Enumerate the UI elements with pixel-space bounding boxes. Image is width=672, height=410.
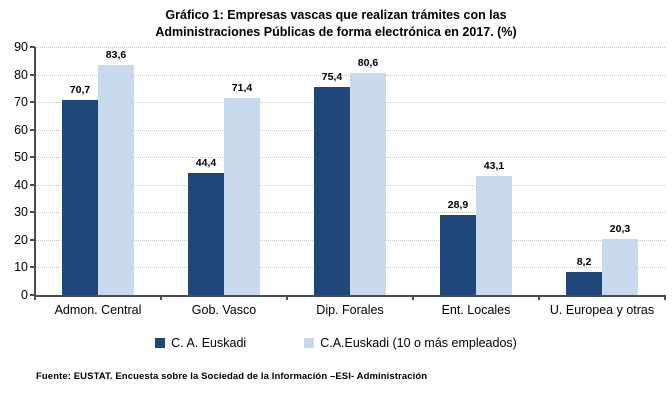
ytick-label-40: 40 [14,177,28,192]
bar-series1-admon-central [62,100,98,295]
ytick-label-30: 30 [14,205,28,220]
ytick-label-0: 0 [21,288,28,302]
legend-swatch-light-blue [304,338,315,348]
legend: C. A. Euskadi C.A.Euskadi (10 o más empl… [0,336,672,350]
bar-series2-u-europea-y-otras [602,239,638,295]
bar-series2-gob-vasco [224,98,260,295]
x-axis-line [34,295,666,297]
bar-value-series2-ent-locales: 43,1 [483,160,505,173]
bar-value-series1-admon-central: 70,7 [69,84,91,97]
xaxis-label-admon-central: Admon. Central [54,303,142,317]
bar-value-series2-gob-vasco: 71,4 [231,82,253,95]
chart-title-line1: Gráfico 1: Empresas vascas que realizan … [165,8,507,22]
gridline-y-90 [36,47,665,48]
xtick-3 [412,295,414,300]
ytick-0 [30,294,35,296]
ytick-label-80: 80 [14,67,28,82]
xtick-0 [34,295,36,300]
legend-label: C. A. Euskadi [171,336,247,350]
ytick-90 [30,46,35,48]
legend-label: C.A.Euskadi (10 o más empleados) [320,336,517,350]
bar-value-series1-dip-forales: 75,4 [321,71,343,84]
xtick-5 [664,295,666,300]
legend-swatch-dark-blue [155,338,166,348]
ytick-70 [30,101,35,104]
ytick-label-70: 70 [14,95,28,110]
bar-series1-u-europea-y-otras [566,272,602,295]
xaxis-label-gob-vasco: Gob. Vasco [191,303,257,317]
xaxis-label-ent-locales: Ent. Locales [441,303,511,317]
ytick-80 [30,73,35,76]
ytick-30 [30,211,35,214]
ytick-label-10: 10 [14,260,28,275]
ytick-label-50: 50 [14,150,28,165]
xtick-1 [160,295,162,300]
source-note: Fuente: EUSTAT. Encuesta sobre la Socied… [36,371,428,382]
legend-item-ca-euskadi: C. A. Euskadi [155,336,246,350]
bar-value-series1-ent-locales: 28,9 [447,199,469,212]
chart-title-line2: Administraciones Públicas de forma elect… [155,25,517,39]
bar-value-series1-u-europea-y-otras: 8,2 [576,256,592,269]
ytick-50 [30,156,35,159]
bar-value-series2-u-europea-y-otras: 20,3 [609,223,631,236]
xtick-2 [286,295,288,300]
bar-series1-ent-locales [440,215,476,295]
ytick-label-90: 90 [14,40,28,54]
xtick-4 [538,295,540,300]
bar-value-series1-gob-vasco: 44,4 [195,156,217,169]
ytick-label-60: 60 [14,122,28,137]
bar-series2-dip-forales [350,72,386,295]
ytick-40 [30,183,35,186]
legend-item-ca-euskadi-10-plus: C.A.Euskadi (10 o más empleados) [304,336,517,350]
bar-value-series2-dip-forales: 80,6 [357,56,379,69]
bar-series1-gob-vasco [188,172,224,295]
xaxis-label-dip-forales: Dip. Forales [316,303,384,317]
bar-value-series2-admon-central: 83,6 [105,48,127,61]
y-axis-line [34,47,36,297]
ytick-20 [30,238,35,241]
ytick-10 [30,266,35,269]
bar-series2-ent-locales [476,176,512,295]
bar-series1-dip-forales [314,87,350,295]
xaxis-label-u-europea-y-otras: U. Europea y otras [549,303,655,317]
ytick-60 [30,128,35,131]
bar-series2-admon-central [98,64,134,295]
chart-title: Gráfico 1: Empresas vascas que realizan … [0,7,672,41]
ytick-label-20: 20 [14,232,28,247]
